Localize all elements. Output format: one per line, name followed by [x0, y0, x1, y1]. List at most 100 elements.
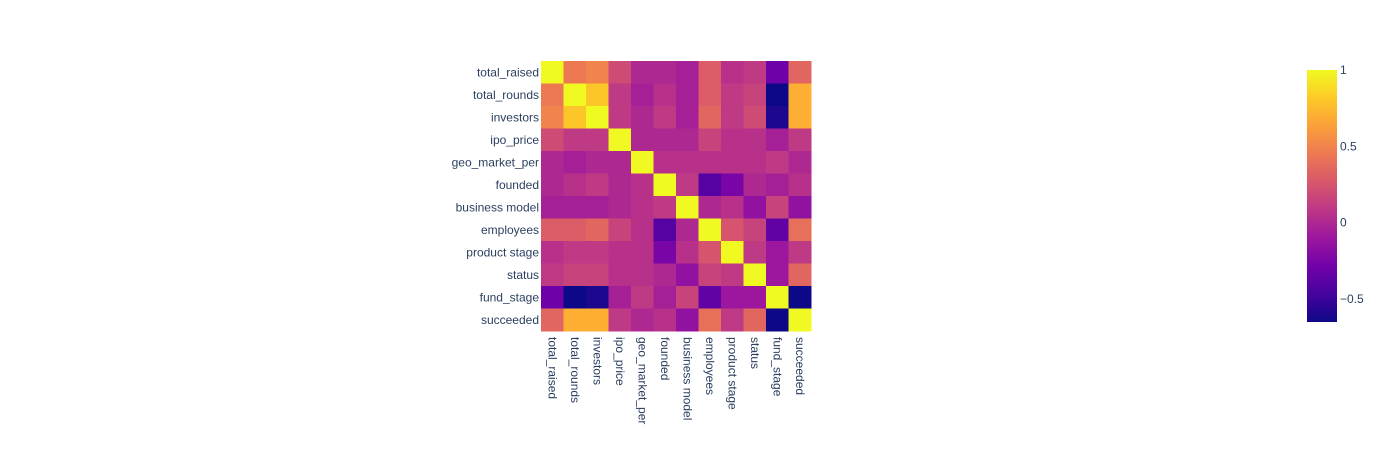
y-tick-label: founded	[496, 178, 539, 192]
heatmap-cell	[766, 83, 789, 107]
heatmap-cell	[721, 308, 744, 332]
heatmap-cell	[743, 263, 767, 287]
heatmap-cell	[721, 106, 744, 129]
heatmap-cell	[698, 218, 722, 242]
heatmap-cell	[743, 241, 767, 264]
heatmap-cell	[563, 196, 587, 219]
colorbar	[1307, 70, 1337, 322]
heatmap-cell	[653, 218, 677, 242]
heatmap-cell	[586, 151, 609, 174]
heatmap-cell	[676, 173, 699, 197]
colorbar-tick-label: 1	[1340, 63, 1347, 77]
heatmap-cell	[563, 263, 587, 287]
heatmap-cell	[541, 263, 564, 287]
heatmap-cell	[608, 263, 632, 287]
heatmap-cell	[608, 218, 632, 242]
heatmap-cell	[631, 218, 654, 242]
heatmap-cell	[721, 61, 744, 84]
y-tick-label: employees	[481, 223, 539, 237]
heatmap-cell	[653, 308, 677, 332]
heatmap-cell	[586, 218, 609, 242]
heatmap-cell	[631, 106, 654, 129]
heatmap-cell	[541, 241, 564, 264]
heatmap-cell	[676, 83, 699, 107]
heatmap-cell	[721, 128, 744, 152]
heatmap-cell	[743, 196, 767, 219]
heatmap-cell	[743, 106, 767, 129]
y-tick-label: fund_stage	[480, 290, 540, 304]
heatmap-cell	[586, 263, 609, 287]
heatmap-cell	[653, 128, 677, 152]
heatmap-cell	[563, 106, 587, 129]
heatmap-cell	[563, 128, 587, 152]
colorbar-tick-label: 0	[1340, 216, 1347, 230]
heatmap-cell	[743, 218, 767, 242]
y-tick-label: succeeded	[481, 313, 539, 327]
y-axis-tick-labels: total_raised total_rounds investors ipo_pri…	[452, 65, 540, 327]
heatmap-cell	[608, 173, 632, 197]
heatmap-cell	[608, 241, 632, 264]
heatmap-cell	[608, 151, 632, 174]
heatmap-cell	[631, 196, 654, 219]
heatmap-cell	[698, 263, 722, 287]
heatmap-cell	[541, 128, 564, 152]
heatmap-cell	[721, 241, 744, 264]
heatmap-cell	[676, 263, 699, 287]
heatmap-cell	[676, 241, 699, 264]
heatmap-cell	[788, 241, 812, 264]
x-tick-label: total_rounds	[568, 337, 582, 403]
heatmap-cell	[563, 286, 587, 309]
heatmap-cell	[608, 83, 632, 107]
heatmap-cell	[698, 173, 722, 197]
heatmap-cell	[631, 151, 654, 174]
heatmap-cell	[631, 128, 654, 152]
heatmap-cell	[563, 241, 587, 264]
heatmap-cell	[721, 263, 744, 287]
y-tick-label: total_rounds	[473, 88, 539, 102]
heatmap-cell	[788, 218, 812, 242]
heatmap-cell	[631, 286, 654, 309]
x-tick-label: geo_market_per	[635, 337, 649, 424]
heatmap-cell	[608, 128, 632, 152]
colorbar-tick-label: −0.5	[1340, 292, 1364, 306]
heatmap-cell	[653, 241, 677, 264]
heatmap-cell	[563, 151, 587, 174]
heatmap-cell	[766, 263, 789, 287]
x-tick-label: total_raised	[545, 337, 559, 399]
heatmap-cell	[743, 128, 767, 152]
x-tick-label: investors	[590, 337, 604, 385]
heatmap-cell	[586, 61, 609, 84]
colorbar-tick-label: 0.5	[1340, 139, 1357, 153]
heatmap-cell	[653, 61, 677, 84]
heatmap-cell	[608, 106, 632, 129]
heatmap-cell	[676, 61, 699, 84]
heatmap-cell	[788, 83, 812, 107]
heatmap-cells	[541, 61, 812, 332]
heatmap-cell	[743, 61, 767, 84]
heatmap-cell	[586, 83, 609, 107]
heatmap-cell	[766, 218, 789, 242]
heatmap-cell	[788, 151, 812, 174]
heatmap-cell	[653, 263, 677, 287]
heatmap-cell	[676, 128, 699, 152]
heatmap-cell	[788, 196, 812, 219]
heatmap-cell	[788, 173, 812, 197]
heatmap-cell	[788, 286, 812, 309]
heatmap-cell	[788, 308, 812, 332]
heatmap-cell	[676, 196, 699, 219]
heatmap-cell	[766, 151, 789, 174]
heatmap-cell	[698, 151, 722, 174]
y-tick-label: total_raised	[477, 65, 539, 79]
heatmap-cell	[698, 61, 722, 84]
heatmap-cell	[698, 241, 722, 264]
heatmap-cell	[586, 196, 609, 219]
heatmap-cell	[541, 173, 564, 197]
heatmap-cell	[766, 128, 789, 152]
heatmap-cell	[653, 83, 677, 107]
heatmap-cell	[721, 83, 744, 107]
heatmap-cell	[608, 61, 632, 84]
heatmap-cell	[586, 286, 609, 309]
heatmap-cell	[563, 308, 587, 332]
heatmap-cell	[541, 308, 564, 332]
